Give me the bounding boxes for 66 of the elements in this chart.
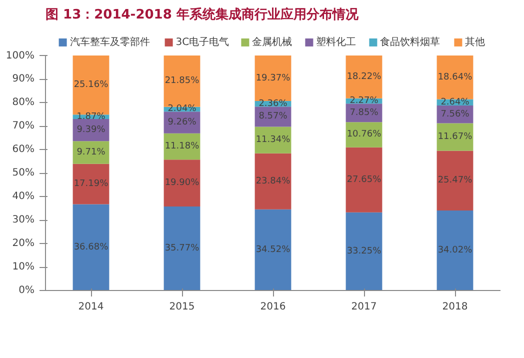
chart-title: 图 13：2014-2018 年系统集成商行业应用分布情况 [46, 6, 360, 22]
y-tick-label: 50% [12, 168, 35, 178]
data-label: 17.19% [74, 179, 109, 190]
data-label: 18.22% [346, 72, 382, 82]
data-label: 19.37% [256, 73, 291, 84]
bar [254, 209, 292, 290]
legend-label: 食品饮料烟草 [380, 36, 440, 48]
legend-label: 3C电子电气 [176, 36, 230, 48]
data-label: 8.57% [258, 112, 288, 122]
bar [72, 141, 110, 164]
y-tick-label: 0% [18, 285, 35, 296]
data-label: 19.90% [164, 178, 200, 188]
data-label: 9.39% [76, 125, 106, 136]
data-label: 1.87% [76, 112, 106, 122]
x-tick-label: 2015 [169, 302, 195, 312]
data-label: 9.71% [76, 147, 106, 158]
y-tick-label: 20% [12, 238, 35, 249]
y-tick-label: 40% [12, 191, 35, 202]
legend-label: 金属机械 [252, 36, 292, 48]
bar [254, 153, 292, 210]
y-tick-label: 90% [12, 74, 35, 84]
data-label: 10.76% [346, 130, 382, 140]
data-label: 9.26% [168, 118, 197, 128]
y-tick-label: 60% [12, 144, 35, 155]
data-label: 7.85% [350, 108, 379, 118]
bar [164, 206, 200, 290]
bar [436, 210, 474, 290]
legend-label: 塑料化工 [316, 36, 356, 48]
data-label: 2.36% [258, 98, 288, 109]
data-label: 27.65% [346, 174, 382, 185]
x-tick-label: 2016 [260, 302, 286, 312]
legend-label: 汽车整车及零部件 [70, 36, 150, 48]
data-label: 2.04% [168, 104, 197, 114]
y-tick-label: 80% [12, 97, 35, 108]
data-label: 34.02% [438, 246, 473, 256]
legend-label: 其他 [465, 36, 486, 48]
y-tick-label: 10% [12, 262, 35, 272]
bar [346, 147, 382, 212]
data-label: 18.64% [438, 72, 473, 82]
data-label: 11.18% [164, 142, 200, 152]
bar [72, 164, 110, 204]
data-label: 36.68% [74, 242, 109, 252]
x-tick-label: 2014 [78, 302, 104, 312]
bar [72, 204, 110, 290]
data-label: 2.27% [350, 96, 379, 106]
data-label: 7.56% [440, 109, 470, 120]
data-label: 23.84% [256, 176, 291, 186]
x-tick-label: 2017 [351, 302, 377, 312]
bar [254, 126, 292, 154]
x-tick-label: 2018 [442, 302, 468, 312]
bar [436, 150, 474, 211]
data-label: 11.67% [438, 132, 473, 142]
data-label: 2.64% [440, 97, 470, 108]
data-label: 34.52% [256, 244, 291, 255]
y-tick-label: 70% [12, 120, 35, 132]
data-label: 33.25% [346, 246, 382, 256]
bar [164, 160, 200, 206]
data-label: 11.34% [256, 135, 291, 146]
data-label: 35.77% [164, 243, 200, 254]
data-label: 21.85% [164, 76, 200, 86]
data-label: 25.16% [74, 80, 109, 90]
y-tick-label: 100% [6, 50, 35, 62]
bar [346, 212, 382, 290]
y-tick-label: 30% [12, 214, 35, 226]
bar [436, 56, 474, 100]
data-label: 25.47% [438, 176, 473, 186]
